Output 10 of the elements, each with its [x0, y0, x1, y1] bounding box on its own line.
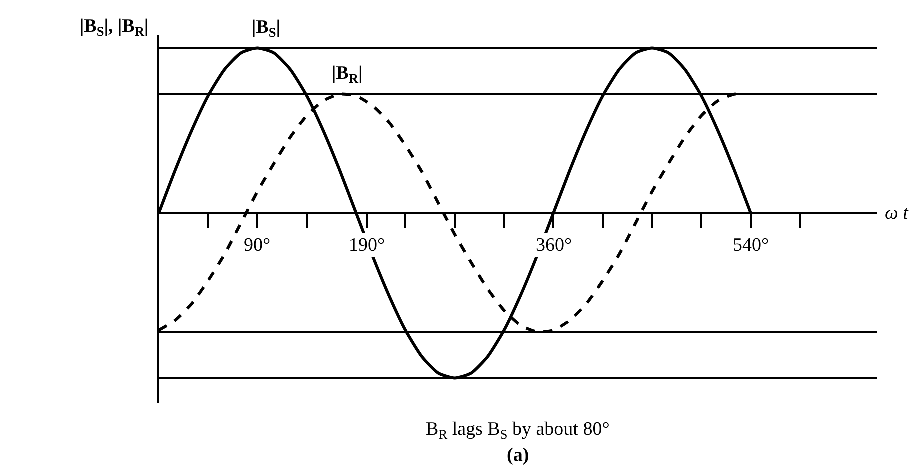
text: B$_{R}$ lags B$_{S}$ by about 80°	[426, 419, 610, 442]
x-axis-title: ω t	[885, 203, 910, 224]
text: (a)	[507, 445, 530, 465]
x-tick-label: 190°	[349, 235, 386, 256]
x-tick-label: 540°	[733, 235, 770, 256]
x-tick-label: 360°	[536, 235, 572, 256]
x-tick-label: 90°	[244, 235, 271, 256]
series-label: |B$_{R}$|	[332, 63, 363, 86]
series-label: |B$_{S}$|	[252, 17, 280, 40]
y-axis-title: |B$_{S}$|, |B$_{R}$|	[80, 16, 149, 39]
